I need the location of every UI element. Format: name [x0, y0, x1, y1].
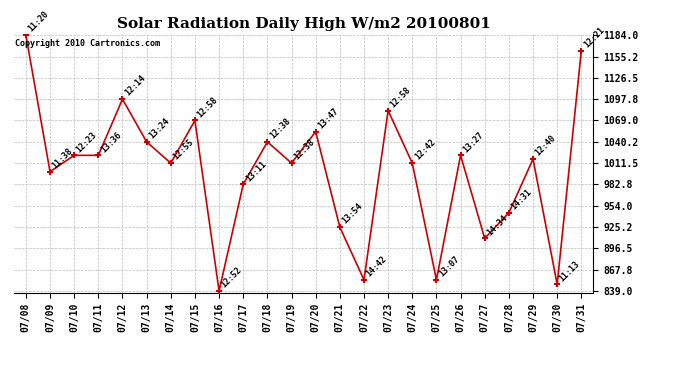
- Text: 12:40: 12:40: [533, 134, 558, 158]
- Text: 13:24: 13:24: [147, 117, 171, 141]
- Title: Solar Radiation Daily High W/m2 20100801: Solar Radiation Daily High W/m2 20100801: [117, 17, 491, 31]
- Text: 12:55: 12:55: [171, 138, 195, 162]
- Text: 13:54: 13:54: [340, 202, 364, 226]
- Text: 14:42: 14:42: [364, 255, 388, 279]
- Text: 11:20: 11:20: [26, 10, 50, 34]
- Text: 11:38: 11:38: [50, 146, 75, 170]
- Text: 13:07: 13:07: [437, 255, 461, 279]
- Text: 12:23: 12:23: [75, 130, 99, 154]
- Text: 11:13: 11:13: [558, 259, 582, 283]
- Text: 13:36: 13:36: [99, 130, 123, 154]
- Text: 12:21: 12:21: [582, 26, 606, 50]
- Text: 12:38: 12:38: [292, 138, 316, 162]
- Text: 12:14: 12:14: [123, 74, 147, 98]
- Text: 14:31: 14:31: [509, 188, 533, 211]
- Text: 13:47: 13:47: [316, 106, 340, 130]
- Text: 13:27: 13:27: [461, 130, 485, 154]
- Text: 13:11: 13:11: [244, 159, 268, 183]
- Text: 12:58: 12:58: [388, 85, 413, 109]
- Text: 12:38: 12:38: [268, 117, 292, 141]
- Text: 12:42: 12:42: [413, 138, 437, 162]
- Text: 12:52: 12:52: [219, 266, 244, 290]
- Text: Copyright 2010 Cartronics.com: Copyright 2010 Cartronics.com: [15, 39, 160, 48]
- Text: 14:34: 14:34: [485, 213, 509, 237]
- Text: 12:58: 12:58: [195, 95, 219, 119]
